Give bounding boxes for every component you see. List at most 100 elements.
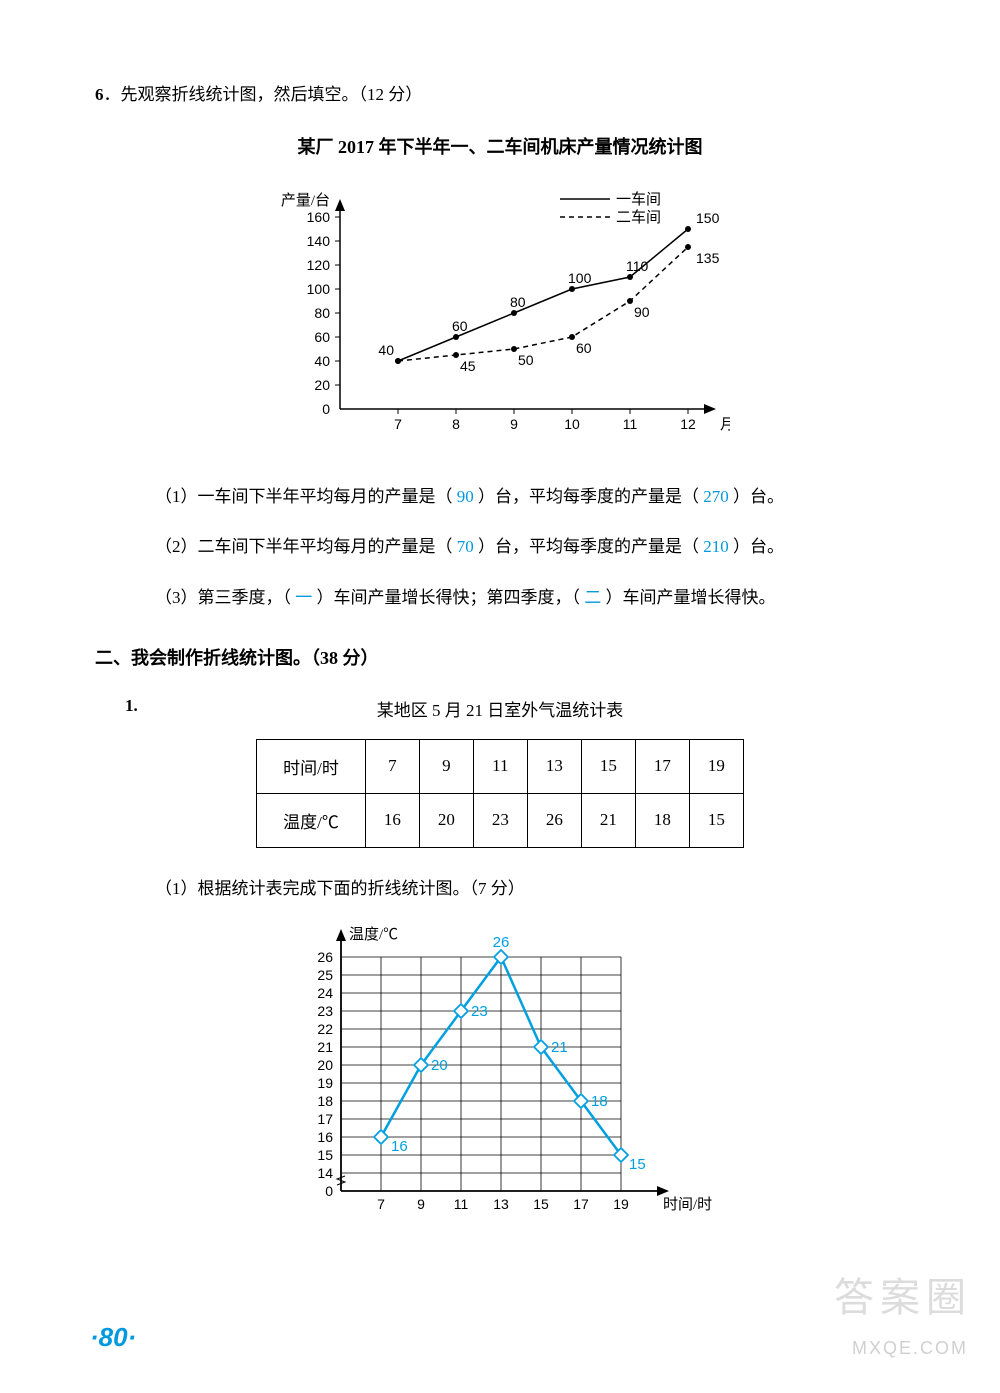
- svg-text:13: 13: [493, 1196, 509, 1212]
- q6-l2-c: ）台。: [733, 537, 784, 556]
- table-header: 9: [419, 739, 473, 793]
- svg-text:时间/时: 时间/时: [663, 1196, 712, 1213]
- svg-text:45: 45: [460, 358, 476, 374]
- q6-line3: （3）第三季度，（ 一 ）车间产量增长得快；第四季度，（ 二 ）车间产量增长得快…: [155, 582, 905, 614]
- svg-text:100: 100: [568, 270, 592, 286]
- table-header: 7: [365, 739, 419, 793]
- svg-text:22: 22: [317, 1021, 333, 1037]
- q6-l3-ans2: 二: [580, 588, 606, 607]
- svg-text:18: 18: [591, 1093, 608, 1110]
- q6-line2: （2）二车间下半年平均每月的产量是（ 70 ）台，平均每季度的产量是（ 210 …: [155, 531, 905, 563]
- q6-line1: （1）一车间下半年平均每月的产量是（ 90 ）台，平均每季度的产量是（ 270 …: [155, 481, 905, 513]
- svg-text:11: 11: [454, 1196, 469, 1212]
- table-header: 15: [581, 739, 635, 793]
- sub1-title: 某地区 5 月 21 日室外气温统计表: [165, 696, 905, 721]
- q6-l2-ans2: 210: [699, 537, 733, 556]
- svg-text:12: 12: [680, 416, 696, 432]
- svg-text:7: 7: [394, 416, 402, 432]
- table-cell: 23: [473, 793, 527, 847]
- q6-l2-b: ）台，平均每季度的产量是（: [478, 537, 699, 556]
- chart1-title: 某厂 2017 年下半年一、二车间机床产量情况统计图: [95, 133, 905, 159]
- table-cell: 16: [365, 793, 419, 847]
- table-cell: 20: [419, 793, 473, 847]
- svg-text:14: 14: [317, 1165, 333, 1181]
- svg-text:25: 25: [317, 967, 333, 983]
- svg-text:110: 110: [626, 258, 649, 274]
- svg-text:月份: 月份: [720, 416, 730, 433]
- svg-text:120: 120: [307, 257, 331, 273]
- svg-text:135: 135: [696, 250, 720, 266]
- svg-text:19: 19: [613, 1196, 629, 1212]
- q6-l1-ans1: 90: [453, 487, 479, 506]
- page-number-value: 80: [99, 1322, 128, 1352]
- q6-l1-ans2: 270: [699, 487, 733, 506]
- sub1-row: 1. 某地区 5 月 21 日室外气温统计表: [95, 696, 905, 721]
- table-cell: 26: [527, 793, 581, 847]
- svg-text:23: 23: [471, 1003, 488, 1020]
- svg-text:20: 20: [314, 377, 330, 393]
- svg-text:50: 50: [518, 352, 534, 368]
- svg-text:17: 17: [317, 1111, 333, 1127]
- q6-header: 6．先观察折线统计图，然后填空。（12 分）: [95, 80, 905, 105]
- svg-text:0: 0: [325, 1183, 333, 1199]
- table-header: 17: [635, 739, 689, 793]
- q6-text: ．先观察折线统计图，然后填空。（12 分）: [104, 85, 423, 104]
- svg-text:90: 90: [634, 304, 650, 320]
- table-cell: 21: [581, 793, 635, 847]
- svg-text:160: 160: [307, 209, 331, 225]
- table-header: 时间/时: [257, 739, 366, 793]
- q6-num: 6: [95, 85, 104, 104]
- svg-text:60: 60: [314, 329, 330, 345]
- watermark-url: MXQE.COM: [852, 1338, 968, 1359]
- svg-text:80: 80: [314, 305, 330, 321]
- svg-text:20: 20: [317, 1057, 333, 1073]
- table-cell: 18: [635, 793, 689, 847]
- svg-text:20: 20: [431, 1057, 448, 1074]
- svg-text:80: 80: [510, 294, 526, 310]
- q6-l1-c: ）台。: [733, 487, 784, 506]
- q6-l1-a: （1）一车间下半年平均每月的产量是（: [155, 487, 453, 506]
- svg-text:16: 16: [391, 1138, 408, 1155]
- svg-text:产量/台: 产量/台: [281, 192, 330, 209]
- svg-text:18: 18: [317, 1093, 333, 1109]
- svg-text:100: 100: [307, 281, 331, 297]
- svg-text:24: 24: [317, 985, 333, 1001]
- svg-text:二车间: 二车间: [616, 209, 661, 226]
- table-cell: 15: [689, 793, 743, 847]
- svg-text:40: 40: [378, 342, 394, 358]
- table-header: 11: [473, 739, 527, 793]
- svg-text:15: 15: [317, 1147, 333, 1163]
- svg-text:140: 140: [307, 233, 331, 249]
- svg-text:150: 150: [696, 210, 720, 226]
- svg-text:21: 21: [317, 1039, 333, 1055]
- svg-text:26: 26: [317, 949, 333, 965]
- svg-text:15: 15: [533, 1196, 549, 1212]
- q6-l1-b: ）台，平均每季度的产量是（: [478, 487, 699, 506]
- q6-l3-c: ）车间产量增长得快。: [606, 588, 776, 607]
- svg-text:60: 60: [452, 318, 468, 334]
- q6-l3-ans1: 一: [291, 588, 317, 607]
- q6-l3-a: （3）第三季度，（: [155, 588, 291, 607]
- svg-text:8: 8: [452, 416, 460, 432]
- svg-text:26: 26: [493, 934, 510, 951]
- table-header: 13: [527, 739, 581, 793]
- svg-text:温度/℃: 温度/℃: [349, 926, 398, 943]
- svg-text:60: 60: [576, 340, 592, 356]
- svg-text:10: 10: [564, 416, 580, 432]
- sub1-num: 1.: [95, 696, 165, 716]
- svg-text:16: 16: [317, 1129, 333, 1145]
- svg-text:9: 9: [510, 416, 518, 432]
- svg-text:21: 21: [551, 1039, 568, 1056]
- chart1-container: 020406080100120140160789101112产量/台月份一车间二…: [95, 177, 905, 457]
- chart2-svg: 014151617181920212223242526791113151719温…: [285, 919, 715, 1229]
- svg-text:17: 17: [573, 1196, 589, 1212]
- page-number: ·80·: [90, 1322, 136, 1353]
- svg-text:11: 11: [623, 416, 638, 432]
- svg-text:7: 7: [377, 1196, 385, 1212]
- sub1-desc: （1）根据统计表完成下面的折线统计图。（7 分）: [155, 874, 905, 899]
- q6-l2-a: （2）二车间下半年平均每月的产量是（: [155, 537, 453, 556]
- q6-l3-b: ）车间产量增长得快；第四季度，（: [317, 588, 581, 607]
- svg-text:0: 0: [322, 401, 330, 417]
- chart2-container: 014151617181920212223242526791113151719温…: [95, 919, 905, 1229]
- q6-l2-ans1: 70: [453, 537, 479, 556]
